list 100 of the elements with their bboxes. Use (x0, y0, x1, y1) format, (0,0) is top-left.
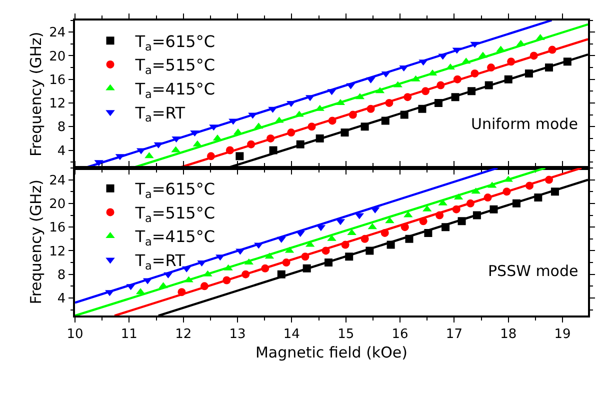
point (381, 116, 390, 125)
point (348, 110, 357, 119)
y-tick-label: 8 (57, 120, 66, 136)
point (222, 276, 231, 284)
point (366, 246, 374, 255)
point (178, 288, 186, 296)
point (487, 64, 496, 72)
x-tick-label: 19 (554, 327, 571, 342)
point (296, 140, 304, 148)
point (436, 211, 444, 220)
point (419, 217, 428, 226)
point (400, 110, 408, 119)
point (380, 228, 389, 237)
point (287, 128, 296, 137)
point (247, 140, 256, 148)
point (386, 240, 395, 249)
legend-label: T$_{a}$=515°C (134, 203, 216, 225)
point (512, 199, 520, 208)
point (242, 270, 250, 278)
point (341, 240, 350, 249)
y-tick-label: 12 (49, 96, 66, 112)
y-tick-label: 4 (57, 144, 66, 159)
point (316, 134, 324, 142)
point (472, 211, 481, 220)
point (466, 199, 474, 208)
point (360, 122, 369, 131)
point (545, 64, 553, 72)
point (484, 194, 492, 202)
point (206, 152, 215, 160)
point (453, 75, 462, 84)
point (200, 282, 208, 290)
point (324, 258, 333, 267)
point (470, 69, 479, 78)
point (366, 104, 375, 113)
point (458, 217, 466, 226)
point (502, 188, 511, 196)
point (530, 52, 538, 60)
annotation: PSSW mode (488, 262, 578, 280)
point (360, 234, 369, 243)
point (236, 152, 244, 160)
legend-label: T$_{a}$=RT (134, 251, 186, 272)
x-tick-label: 11 (120, 327, 138, 342)
legend-label: T$_{a}$=RT (134, 103, 186, 125)
y-tick-label: 4 (57, 292, 66, 307)
point (301, 252, 310, 261)
point (548, 46, 556, 54)
point (424, 228, 432, 237)
legend-label: T$_{a}$=515°C (134, 56, 216, 78)
point (526, 182, 534, 190)
point (490, 205, 498, 214)
x-tick-label: 17 (446, 327, 462, 342)
x-tick-label: 14 (283, 327, 300, 342)
legend-label: T$_{a}$=415°C (134, 80, 216, 101)
point (226, 146, 234, 154)
legend-label: T$_{a}$=615°C (134, 32, 216, 54)
point (308, 122, 316, 131)
legend-label: T$_{a}$=415°C (134, 227, 216, 249)
point (421, 87, 430, 96)
legend-label: T$_{a}$=615°C (134, 180, 216, 201)
point (328, 116, 336, 125)
point (524, 69, 533, 78)
point (277, 270, 286, 278)
y-axis-title: Frequency (GHz) (26, 32, 45, 156)
x-tick-label: 12 (175, 327, 192, 342)
y-axis-title: Frequency (GHz) (26, 179, 45, 304)
point (266, 134, 275, 142)
point (340, 128, 349, 137)
point (400, 223, 409, 232)
point (405, 234, 414, 243)
point (436, 81, 445, 90)
point (302, 264, 311, 272)
y-tick-label: 24 (49, 26, 66, 41)
point (504, 75, 512, 84)
x-tick-label: 15 (338, 327, 354, 342)
point (550, 188, 559, 196)
x-tick-label: 10 (66, 327, 84, 342)
point (468, 87, 476, 96)
y-tick-label: 8 (57, 268, 66, 283)
y-tick-label: 16 (49, 72, 66, 88)
point (507, 58, 516, 66)
y-tick-label: 24 (49, 173, 66, 188)
point (451, 93, 460, 102)
point (434, 98, 442, 107)
x-tick-label: 16 (392, 327, 408, 342)
point (345, 252, 354, 261)
point (452, 205, 460, 214)
y-tick-label: 16 (49, 220, 66, 236)
point (322, 246, 330, 255)
x-axis-title: Magnetic field (kOe) (255, 344, 408, 362)
point (418, 104, 426, 113)
point (442, 223, 450, 232)
x-tick-label: 18 (500, 327, 517, 342)
point (534, 194, 542, 202)
y-tick-label: 12 (49, 244, 66, 260)
y-tick-label: 20 (49, 196, 66, 212)
point (385, 98, 394, 107)
point (269, 146, 278, 154)
annotation: Uniform mode (471, 115, 578, 133)
point (484, 81, 493, 90)
point (282, 258, 290, 267)
